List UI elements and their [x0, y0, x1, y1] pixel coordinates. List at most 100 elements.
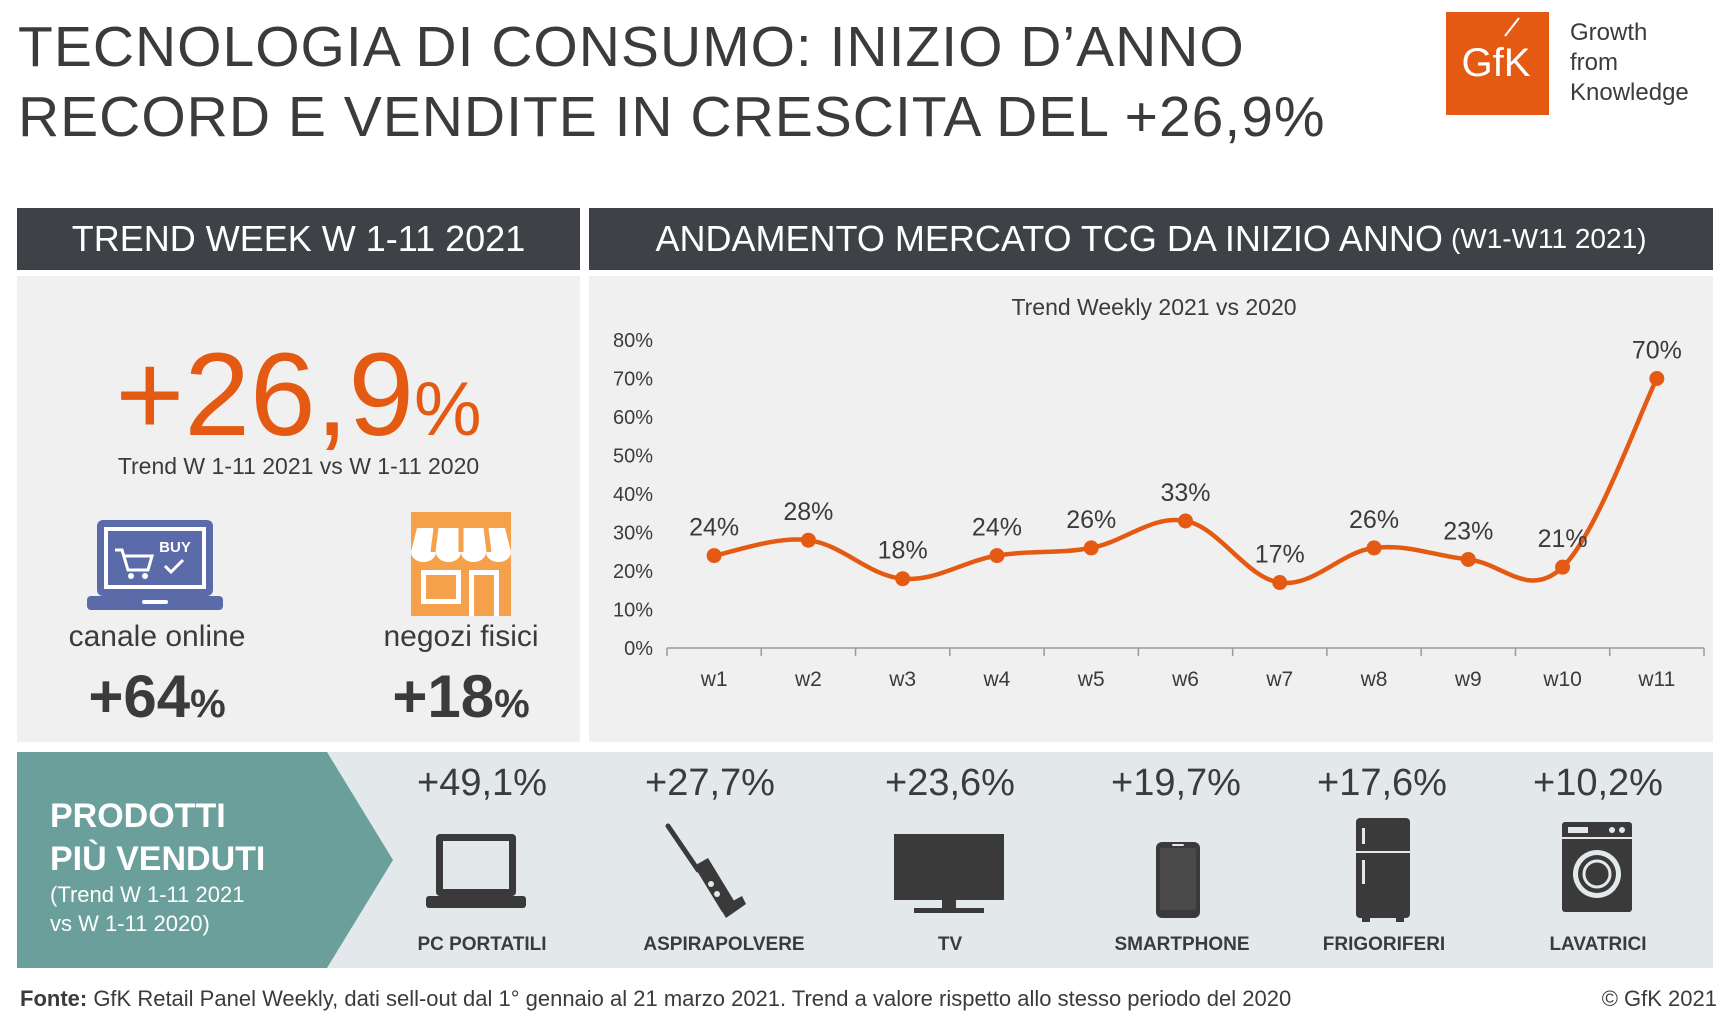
product-value: +27,7% [645, 762, 775, 804]
data-point [800, 532, 816, 548]
x-tick-label: w8 [1360, 668, 1388, 691]
product-value: +19,7% [1111, 762, 1241, 804]
y-tick-label: 50% [613, 446, 653, 468]
stores-channel-label: negozi fisici [383, 620, 539, 653]
data-point [1555, 559, 1571, 575]
data-point [1649, 371, 1665, 386]
copyright: © GfK 2021 [1601, 986, 1717, 1011]
stores-value-number: +18 [392, 663, 495, 730]
data-point [1272, 575, 1288, 591]
market-trend-heading-period: (W1-W11 2021) [1450, 223, 1647, 254]
product-value: +17,6% [1317, 762, 1447, 804]
x-tick-label: w3 [888, 668, 916, 691]
tv-icon [894, 834, 1004, 913]
total-trend-number: +26,9 [115, 329, 414, 461]
data-point [1460, 551, 1476, 567]
y-tick-label: 0% [624, 638, 653, 660]
data-label: 18% [878, 537, 928, 565]
laptop-icon [426, 834, 526, 908]
smartphone-icon [1156, 842, 1200, 918]
gfk-logo-mark: GfK [1462, 17, 1531, 85]
source-text: GfK Retail Panel Weekly, dati sell-out d… [87, 986, 1292, 1011]
source-label: Fonte: [20, 986, 88, 1011]
product-value: +23,6% [885, 762, 1015, 804]
product-name: SMARTPHONE [1114, 934, 1250, 955]
top-products-arrow [17, 752, 393, 968]
x-tick-label: w11 [1637, 668, 1675, 691]
product-aspirapolvere: +27,7% [590, 762, 830, 805]
washing-machine-icon [1562, 822, 1632, 912]
tagline-line-2: from [1570, 49, 1618, 76]
vacuum-icon [665, 823, 746, 918]
top-products-title: PRODOTTI PIÙ VENDUTI [50, 795, 265, 881]
data-point [1366, 540, 1382, 556]
logo-tagline: Growth from Knowledge [1570, 18, 1689, 108]
title-line-2: RECORD E VENDITE IN CRESCITA DEL +26,9% [18, 85, 1326, 149]
data-label: 17% [1255, 541, 1305, 569]
data-label: 21% [1538, 525, 1588, 553]
market-trend-heading-text: ANDAMENTO MERCATO TCG DA INIZIO ANNO [655, 218, 1443, 259]
gfk-logo: GfK [1446, 12, 1549, 115]
stores-value-unit: % [494, 682, 530, 726]
online-channel-label: canale online [68, 620, 246, 653]
data-label: 26% [1349, 506, 1399, 534]
top-products-note: (Trend W 1-11 2021 vs W 1-11 2020) [50, 880, 244, 938]
stores-channel-value: +18% [341, 662, 581, 731]
source-note: Fonte: GfK Retail Panel Weekly, dati sel… [20, 986, 1291, 1012]
data-point [1178, 513, 1193, 529]
product-name: FRIGORIFERI [1322, 934, 1446, 955]
x-tick-label: w10 [1542, 668, 1582, 691]
product-pc-portatili: +49,1% [362, 762, 602, 805]
data-label: 33% [1160, 479, 1210, 507]
top-products-title-line-2: PIÙ VENDUTI [50, 840, 266, 878]
product-name: TV [937, 934, 963, 955]
weekly-trend-chart: 0% 10% 20% 30% 40% 50% 60% 70% 80% w1 w2 w3 w4 w5 w6 w7… [613, 330, 1705, 691]
data-label: 23% [1443, 517, 1493, 545]
total-trend-value: +26,9% [17, 336, 580, 469]
product-smartphone: +19,7% [1056, 762, 1296, 805]
data-point [706, 548, 722, 564]
y-tick-label: 60% [613, 407, 653, 429]
tagline-line-1: Growth [1570, 19, 1648, 46]
product-tv: +23,6% [830, 762, 1070, 805]
top-products-note-line-1: (Trend W 1-11 2021 [50, 882, 245, 907]
data-point [1083, 540, 1099, 556]
y-tick-label: 30% [613, 523, 653, 545]
data-label: 70% [1632, 337, 1682, 365]
x-tick-label: w9 [1454, 668, 1482, 691]
data-label: 24% [689, 514, 739, 542]
data-label: 28% [783, 498, 833, 526]
y-tick-label: 70% [613, 369, 653, 391]
logo-text: GfK [1462, 41, 1531, 85]
total-trend-unit: % [414, 367, 482, 452]
y-tick-label: 10% [613, 600, 653, 622]
product-lavatrici: +10,2% [1478, 762, 1718, 805]
online-value-number: +64 [88, 663, 191, 730]
fridge-icon [1356, 818, 1410, 922]
data-label: 26% [1066, 506, 1116, 534]
x-tick-label: w5 [1077, 668, 1105, 691]
y-tick-label: 20% [613, 561, 653, 583]
product-value: +49,1% [417, 762, 547, 804]
store-icon [411, 512, 511, 616]
market-trend-panel: Trend Weekly 2021 vs 2020 0% 10% 20% 30% 40%… [589, 276, 1713, 742]
product-name: LAVATRICI [1549, 934, 1647, 955]
product-value: +10,2% [1533, 762, 1663, 804]
buy-text: BUY [159, 539, 191, 556]
x-tick-label: w1 [700, 668, 728, 691]
product-name: PC PORTATILI [417, 934, 547, 955]
y-tick-label: 40% [613, 484, 653, 506]
total-trend-caption: Trend W 1-11 2021 vs W 1-11 2020 [117, 453, 480, 479]
x-tick-label: w4 [983, 668, 1011, 691]
tagline-line-3: Knowledge [1570, 79, 1689, 106]
top-products-note-line-2: vs W 1-11 2020) [50, 911, 210, 936]
data-label: 24% [972, 514, 1022, 542]
data-point [895, 571, 911, 587]
product-name: ASPIRAPOLVERE [643, 934, 805, 955]
y-tick-label: 80% [613, 330, 653, 352]
trend-week-heading: TREND WEEK W 1-11 2021 [17, 208, 580, 270]
page-title: TECNOLOGIA DI CONSUMO: INIZIO D’ANNO REC… [18, 12, 1326, 152]
x-tick-label: w6 [1171, 668, 1199, 691]
online-shopping-icon: BUY [87, 520, 223, 610]
trend-week-panel: +26,9% Trend W 1-11 2021 vs W 1-11 2020 … [17, 276, 580, 742]
